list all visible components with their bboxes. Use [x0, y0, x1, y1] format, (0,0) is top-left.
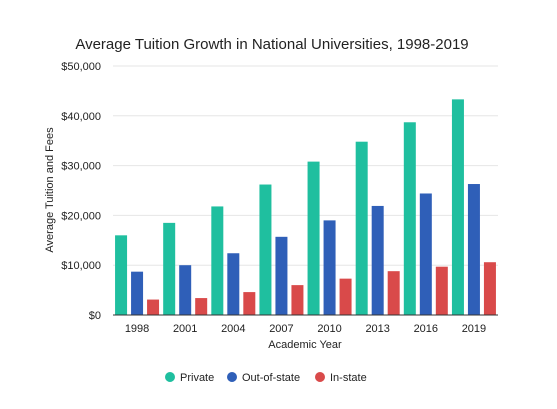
bar-out-of-state	[227, 253, 240, 315]
y-tick-label: $40,000	[61, 111, 101, 123]
bar-private	[115, 235, 128, 315]
y-tick-label: $20,000	[61, 210, 101, 222]
bar-out-of-state	[371, 205, 384, 315]
bar-out-of-state	[323, 220, 336, 315]
x-tick-label: 1998	[125, 323, 149, 335]
bar-private	[211, 206, 224, 315]
x-tick-label: 2007	[269, 323, 293, 335]
legend-marker	[165, 372, 175, 382]
bar-private	[403, 122, 416, 315]
x-tick-label: 2016	[414, 323, 438, 335]
bar-private	[259, 184, 272, 315]
x-axis-ticks: 1998 2001 2004 2007 2010 2013 2016 2019	[125, 323, 486, 335]
legend-label: Private	[180, 372, 214, 384]
x-axis-label: Academic Year	[268, 339, 342, 351]
legend-marker	[315, 372, 325, 382]
bar-out-of-state	[275, 236, 288, 315]
bar-in-state	[147, 299, 160, 315]
bar-in-state	[195, 298, 208, 315]
legend-label: Out-of-state	[242, 372, 300, 384]
bar-private	[355, 141, 368, 315]
bar-private	[163, 222, 176, 315]
x-tick-label: 2013	[365, 323, 389, 335]
legend: Private Out-of-state In-state	[165, 372, 367, 384]
x-tick-label: 2019	[462, 323, 486, 335]
y-tick-label: $0	[89, 310, 101, 322]
bar-in-state	[435, 266, 448, 315]
gridlines	[113, 65, 498, 266]
bar-out-of-state	[467, 184, 480, 315]
x-tick-label: 2004	[221, 323, 245, 335]
x-tick-label: 2001	[173, 323, 197, 335]
bar-in-state	[243, 292, 256, 315]
y-axis-label: Average Tuition and Fees	[44, 127, 56, 253]
bar-in-state	[291, 285, 304, 315]
bar-in-state	[483, 262, 496, 315]
x-tick-label: 2010	[317, 323, 341, 335]
bar-out-of-state	[419, 193, 432, 315]
bar-in-state	[387, 271, 400, 315]
bar-private	[307, 161, 320, 315]
bars	[115, 99, 496, 315]
y-tick-label: $30,000	[61, 161, 101, 173]
legend-label: In-state	[330, 372, 367, 384]
y-tick-label: $10,000	[61, 260, 101, 272]
legend-marker	[227, 372, 237, 382]
chart-title: Average Tuition Growth in National Unive…	[75, 36, 468, 53]
bar-in-state	[339, 278, 352, 315]
bar-private	[451, 99, 464, 315]
bar-out-of-state	[131, 271, 144, 315]
bar-out-of-state	[179, 265, 192, 315]
y-tick-label: $50,000	[61, 61, 101, 73]
y-axis-ticks: $0 $10,000 $20,000 $30,000 $40,000 $50,000	[61, 61, 101, 322]
